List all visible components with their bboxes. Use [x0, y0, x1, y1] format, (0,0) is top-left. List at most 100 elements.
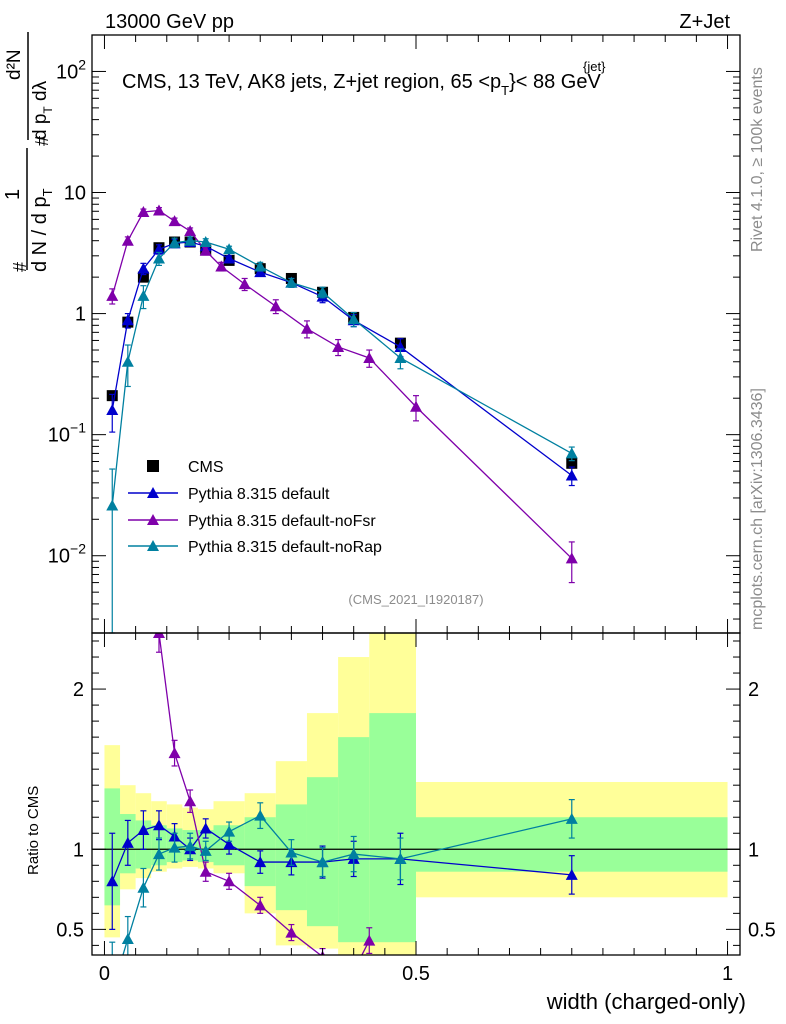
pythia-8-315-default-point-8 [254, 266, 267, 278]
main-plot-data [106, 204, 578, 634]
pythia-8-315-default-norap-point-0 [106, 499, 119, 511]
pythia-8-315-default-nofsr-point-1 [121, 234, 134, 246]
pythia-8-315-default-nofsr-point-8 [238, 278, 251, 290]
ratio-pythia-8-315-default-point-13 [565, 868, 578, 880]
pythia-8-315-default-norap-point-11 [347, 313, 360, 325]
plot-title-tail: }< 88 GeV [509, 71, 601, 93]
y-label-hash-2: # [32, 136, 52, 146]
legend-label-cms: CMS [188, 459, 224, 476]
pythia-8-315-default-nofsr-point-10 [300, 322, 313, 334]
ratio-pythia-8-315-default-norap-point-7 [223, 825, 236, 837]
x-tick-label-0: 0 [99, 963, 110, 985]
ratio-pythia-8-315-default-point-3 [152, 819, 165, 831]
ratio-axis-label: Ratio to CMS [25, 786, 42, 875]
pythia-8-315-default-nofsr-point-2 [137, 206, 150, 218]
pythia-8-315-default-nofsr-line [111, 209, 573, 559]
ratio-pythia-8-315-default-norap-point-9 [285, 846, 298, 858]
ratio-pythia-8-315-default-norap-point-8 [254, 809, 267, 821]
rivet-label: Rivet 4.1.0, ≥ 100k events [749, 67, 766, 252]
top-ytick-label-4: 102 [56, 56, 86, 83]
ratio-pythia-8-315-default-nofsr-point-5 [184, 795, 197, 807]
ratio-pythia-8-315-default-norap-point-5 [184, 840, 197, 852]
ratio-pythia-8-315-default-norap-point-6 [199, 844, 212, 856]
legend-label-default: Pythia 8.315 default [188, 486, 330, 503]
pythia-8-315-default-line [111, 241, 573, 477]
ratio-pythia-8-315-default-point-8 [254, 856, 267, 868]
y-label-num: 1 [2, 189, 24, 200]
legend-marker-norap [147, 540, 159, 551]
ratio-uncertainty-bands [92, 633, 740, 955]
pythia-8-315-default-nofsr-point-14 [565, 552, 578, 564]
pythia-8-315-default-nofsr-point-9 [269, 300, 282, 312]
legend-label-norap: Pythia 8.315 default-noRap [188, 539, 382, 556]
ratio-plot-data [106, 633, 578, 995]
pythia-8-315-default-point-3 [152, 243, 165, 255]
pythia-8-315-default-norap-point-1 [121, 355, 134, 367]
pythia-8-315-default-norap-point-4 [168, 236, 181, 248]
mcplots-label: mcplots.cern.ch [arXiv:1306.3436] [749, 388, 766, 630]
ratio-pythia-8-315-default-norap-point-10 [316, 856, 329, 868]
ratio-pythia-8-315-default-point-6 [199, 822, 212, 834]
y-label-frac2-num: d²N [4, 49, 25, 80]
pythia-8-315-default-norap-point-6 [199, 236, 212, 248]
x-axis-label: width (charged-only) [546, 989, 746, 1014]
y-axis-label: # 1 d N / d pT # d²N d pT dλ [2, 32, 55, 272]
analysis-id: (CMS_2021_I1920187) [348, 592, 483, 607]
top-ytick-label-1: 10−1 [48, 420, 86, 447]
ratio-pythia-8-315-default-point-7 [223, 838, 236, 850]
pythia-8-315-default-norap-point-10 [316, 286, 329, 298]
pythia-8-315-default-norap-point-13 [565, 447, 578, 459]
plot-title-main: CMS, 13 TeV, AK8 jets, Z+jet region, 65 … [122, 71, 501, 93]
band-green-12 [369, 713, 416, 943]
legend-marker-default [147, 487, 159, 498]
ratio-series [106, 633, 578, 995]
pythia-8-315-default-nofsr-point-4 [168, 215, 181, 227]
pythia-8-315-default-norap-point-3 [152, 252, 165, 264]
y-label-den: d N / d pT [29, 188, 55, 272]
ratio-pythia-8-315-default-nofsr-point-8 [254, 899, 267, 911]
y-label-frac2-den: d pT dλ [30, 80, 55, 140]
legend-label-nofsr: Pythia 8.315 default-noFsr [188, 513, 376, 530]
pythia-8-315-default-norap-point-9 [285, 276, 298, 288]
pythia-8-315-default-nofsr-point-5 [184, 225, 197, 237]
top-ytick-label-3: 10 [64, 183, 86, 205]
pythia-8-315-default-point-0 [106, 403, 119, 415]
y-label-hash-1: # [10, 262, 30, 272]
x-tick-label-2: 1 [722, 963, 733, 985]
ratio-pythia-8-315-default-norap-point-2 [137, 881, 150, 893]
plot-title: CMS, 13 TeV, AK8 jets, Z+jet region, 65 … [122, 71, 601, 98]
ratio-ytick-label-1: 1 [73, 839, 84, 861]
ratio-pythia-8-315-default-norap-point-13 [565, 812, 578, 824]
ratio-pythia-8-315-default-norap-point-0 [106, 984, 118, 995]
legend-marker-cms [147, 460, 159, 472]
pythia-8-315-default-norap-point-5 [184, 234, 197, 246]
ratio-pythia-8-315-default-nofsr-point-9 [285, 926, 298, 938]
pythia-8-315-default-point-1 [121, 314, 134, 326]
pythia-8-315-default-norap-point-2 [137, 289, 150, 301]
pythia-8-315-default-norap-point-7 [223, 243, 236, 255]
ratio-pythia-8-315-default-point-2 [137, 824, 150, 836]
legend-marker-nofsr [147, 514, 159, 525]
pythia-8-315-default-point-7 [223, 252, 236, 264]
cms-point-13 [566, 457, 578, 469]
cms-point-2 [137, 271, 149, 283]
ratio-ytick-label-2: 2 [73, 679, 84, 701]
pythia-8-315-default-nofsr-point-0 [106, 289, 119, 301]
ratio-ytick-label-right-1: 1 [748, 839, 759, 861]
top-ytick-label-0: 10−2 [48, 541, 86, 568]
ratio-pythia-8-315-default-nofsr-point-7 [223, 875, 236, 887]
ratio-ytick-label-0: 0.5 [56, 919, 84, 941]
plot-title-sup: {jet} [583, 59, 606, 74]
ratio-pythia-8-315-default-norap-point-1 [121, 932, 134, 944]
pythia-8-315-default-norap-point-12 [394, 351, 407, 363]
ratio-pythia-8-315-default-norap-point-3 [152, 848, 165, 860]
pythia-8-315-default-nofsr-point-3 [152, 204, 165, 216]
pythia-8-315-default-nofsr-point-7 [215, 260, 228, 272]
header-process: Z+Jet [679, 11, 730, 33]
pythia-8-315-default-nofsr-point-6 [199, 244, 212, 256]
pythia-8-315-default-nofsr-point-11 [332, 340, 345, 352]
pythia-8-315-default-norap-line [111, 240, 573, 506]
pythia-8-315-default-point-2 [137, 262, 150, 274]
pythia-8-315-default-norap-point-8 [254, 260, 267, 272]
